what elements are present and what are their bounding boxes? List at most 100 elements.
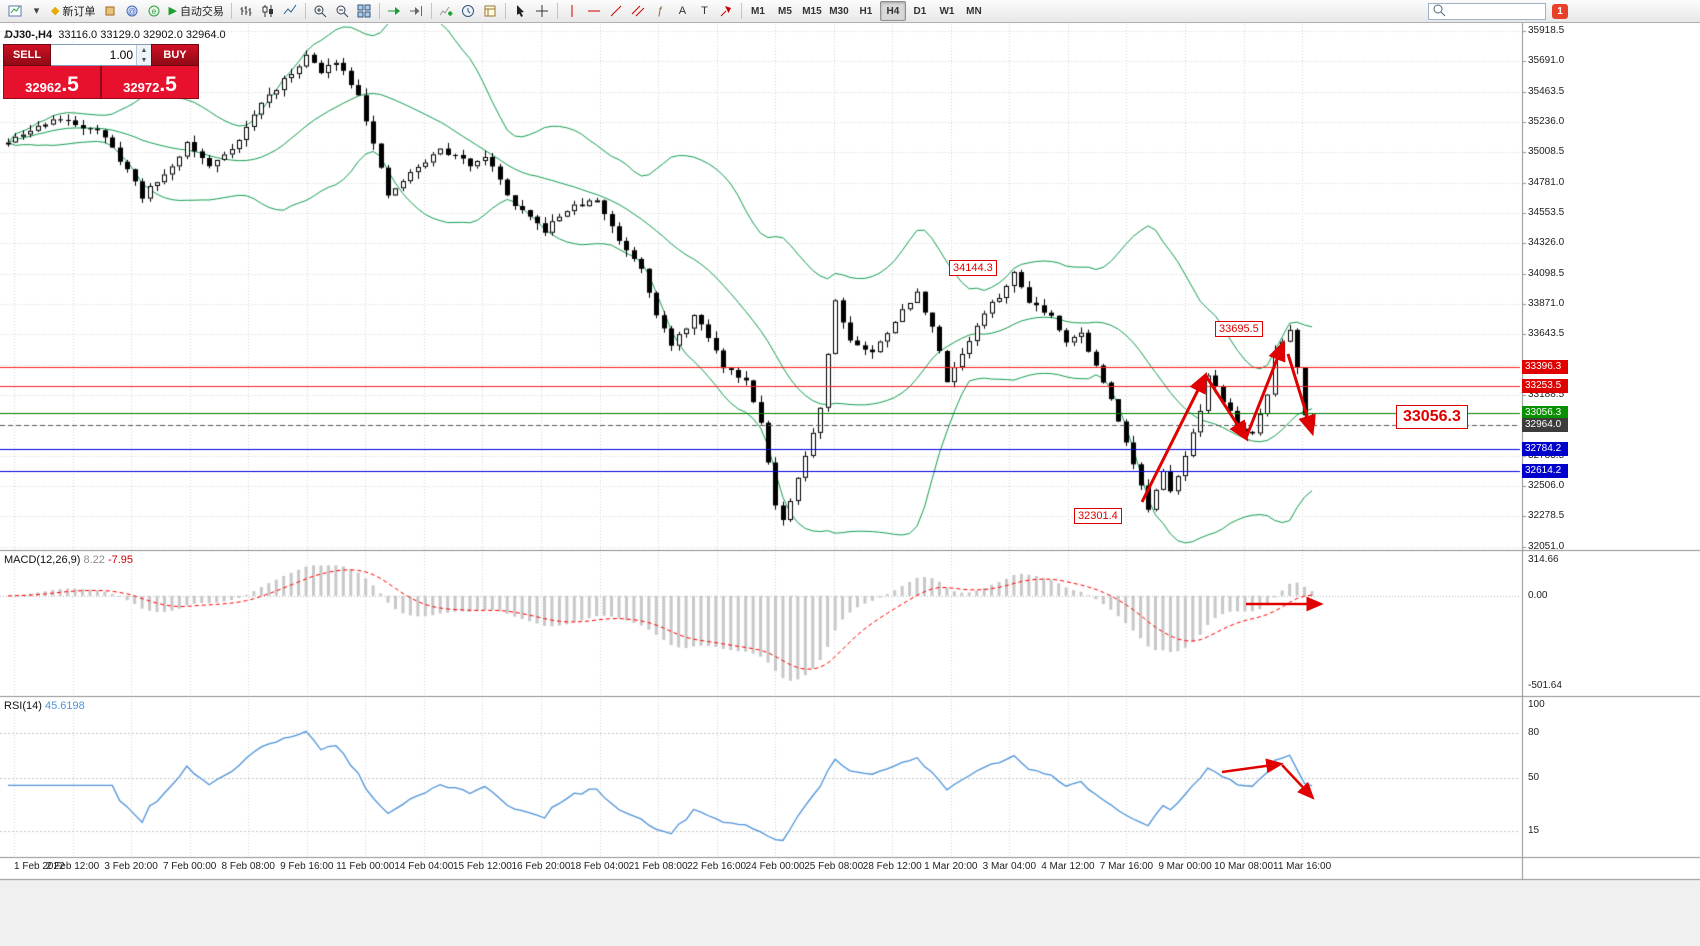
auto-scroll-icon[interactable] (384, 1, 405, 21)
macd-signal-value: -7.95 (107, 554, 134, 566)
rsi-scale-label: 50 (1528, 772, 1540, 783)
search-input[interactable] (1448, 5, 1542, 17)
price-tick-label: 34098.5 (1528, 267, 1565, 279)
expert-advisors-icon: @ (125, 4, 139, 18)
price-annotation[interactable]: 33056.3 (1396, 405, 1468, 429)
time-axis-label: 9 Feb 16:00 (280, 861, 334, 872)
crosshair-icon[interactable] (532, 1, 553, 21)
search-box[interactable] (1428, 2, 1546, 20)
market-watch-icon (103, 4, 117, 18)
timeframe-m1-button[interactable]: M1 (745, 1, 771, 21)
price-tick-label: 35691.0 (1528, 55, 1565, 67)
toolbar-separator (230, 3, 232, 19)
rsi-value: 45.6198 (44, 700, 85, 712)
price-annotation[interactable]: 34144.3 (949, 260, 997, 276)
fibonacci-icon[interactable]: ƒ (650, 1, 671, 21)
chart-shift-icon (409, 4, 423, 18)
zoom-in-icon[interactable] (310, 1, 331, 21)
tile-windows-icon[interactable] (354, 1, 375, 21)
new-order-icon: ◆ (51, 4, 60, 17)
bar-chart-icon (239, 4, 253, 18)
rsi-name: RSI(14) (4, 700, 42, 712)
timeframe-h1-button[interactable]: H1 (853, 1, 879, 21)
arrows-icon[interactable] (716, 1, 737, 21)
time-axis-label: 24 Feb 00:00 (745, 861, 805, 872)
cursor-icon[interactable] (510, 1, 531, 21)
metaeditor-icon: e (147, 4, 161, 18)
macd-scale-label: -501.64 (1528, 680, 1562, 691)
time-axis-label: 11 Feb 00:00 (336, 861, 395, 872)
text-icon[interactable]: A (672, 1, 693, 21)
toolbar-separator (504, 3, 506, 19)
label-icon[interactable]: T (694, 1, 715, 21)
bar-chart-icon[interactable] (236, 1, 257, 21)
new-order-button[interactable]: ◆ 新订单 (48, 1, 98, 21)
timeframe-m5-button[interactable]: M5 (772, 1, 798, 21)
periods-dropdown-icon (461, 4, 475, 18)
volume-input[interactable] (51, 45, 136, 65)
expert-advisors-icon[interactable]: @ (121, 1, 142, 21)
notifications-badge[interactable]: 1 (1552, 3, 1568, 19)
indicators-icon[interactable] (436, 1, 457, 21)
chart-shift-icon[interactable] (406, 1, 427, 21)
price-tick-label: 33188.5 (1528, 388, 1565, 400)
new-chart-icon[interactable] (4, 1, 25, 21)
templates-icon (483, 4, 497, 18)
time-axis-label: 15 Feb 12:00 (452, 861, 512, 872)
sell-button[interactable]: SELL (3, 44, 51, 66)
chart-list-dropdown-icon[interactable]: ▾ (26, 1, 47, 21)
candlestick-chart-icon[interactable] (258, 1, 279, 21)
time-axis-label: 7 Mar 16:00 (1099, 861, 1154, 872)
price-tick-label: 32278.5 (1528, 510, 1565, 522)
price-tick-label: 32051.0 (1528, 540, 1565, 552)
timeframe-w1-button[interactable]: W1 (934, 1, 960, 21)
timeframe-mn-button[interactable]: MN (961, 1, 987, 21)
indicators-icon (439, 4, 453, 18)
timeframe-d1-button[interactable]: D1 (907, 1, 933, 21)
price-tick-label: 33643.5 (1528, 328, 1565, 340)
trendline-icon[interactable] (606, 1, 627, 21)
time-axis-label: 25 Feb 08:00 (804, 861, 864, 872)
toolbar-separator (556, 3, 558, 19)
timeframe-h4-button[interactable]: H4 (879, 1, 906, 21)
horizontal-line-icon[interactable] (584, 1, 605, 21)
svg-text:e: e (152, 7, 157, 16)
candlestick-chart-icon (261, 4, 275, 18)
timeframe-m30-button[interactable]: M30 (826, 1, 852, 21)
time-axis-label: 9 Mar 00:00 (1158, 861, 1212, 872)
templates-icon[interactable] (480, 1, 501, 21)
price-level-tag: 33253.5 (1522, 379, 1568, 394)
price-level-tag: 33056.3 (1522, 405, 1568, 420)
rsi-label: RSI(14) 45.6198 (4, 700, 85, 712)
sell-price-button[interactable]: 32962.5 (3, 66, 101, 99)
autotrading-button[interactable]: ▶ 自动交易 (165, 1, 226, 21)
toolbar: ▾ ◆ 新订单 @ e ▶ 自动交易 ƒ A T M1 M5 M15 M30 H1 H4 D1 W1 MN 1 (0, 0, 1700, 23)
one-click-toggle-icon[interactable]: ▲ (2, 30, 11, 40)
vertical-line-icon[interactable] (562, 1, 583, 21)
price-annotation[interactable]: 33695.5 (1215, 321, 1263, 337)
auto-scroll-icon (387, 4, 401, 18)
autotrading-icon: ▶ (168, 4, 177, 17)
line-chart-icon[interactable] (280, 1, 301, 21)
price-tick-label: 34781.0 (1528, 176, 1565, 188)
buy-price-button[interactable]: 32972.5 (101, 66, 199, 99)
price-tick-label: 35463.5 (1528, 85, 1565, 97)
volume-down-icon[interactable]: ▼ (137, 55, 151, 65)
buy-button[interactable]: BUY (151, 44, 199, 66)
time-axis-label: 14 Feb 04:00 (394, 861, 454, 872)
timeframe-m15-button[interactable]: M15 (799, 1, 825, 21)
macd-name: MACD(12,26,9) (4, 554, 81, 566)
fibonacci-icon: ƒ (657, 4, 664, 17)
metaeditor-icon[interactable]: e (143, 1, 164, 21)
periods-dropdown-icon[interactable] (458, 1, 479, 21)
time-axis-label: 2 Feb 12:00 (45, 861, 100, 872)
text-icon: A (678, 4, 687, 17)
market-watch-icon[interactable] (99, 1, 120, 21)
channel-icon[interactable] (628, 1, 649, 21)
cursor-icon (513, 4, 527, 18)
price-tick-label: 32506.0 (1528, 479, 1565, 491)
zoom-out-icon[interactable] (332, 1, 353, 21)
volume-up-icon[interactable]: ▲ (137, 45, 151, 55)
price-annotation[interactable]: 32301.4 (1074, 508, 1122, 524)
